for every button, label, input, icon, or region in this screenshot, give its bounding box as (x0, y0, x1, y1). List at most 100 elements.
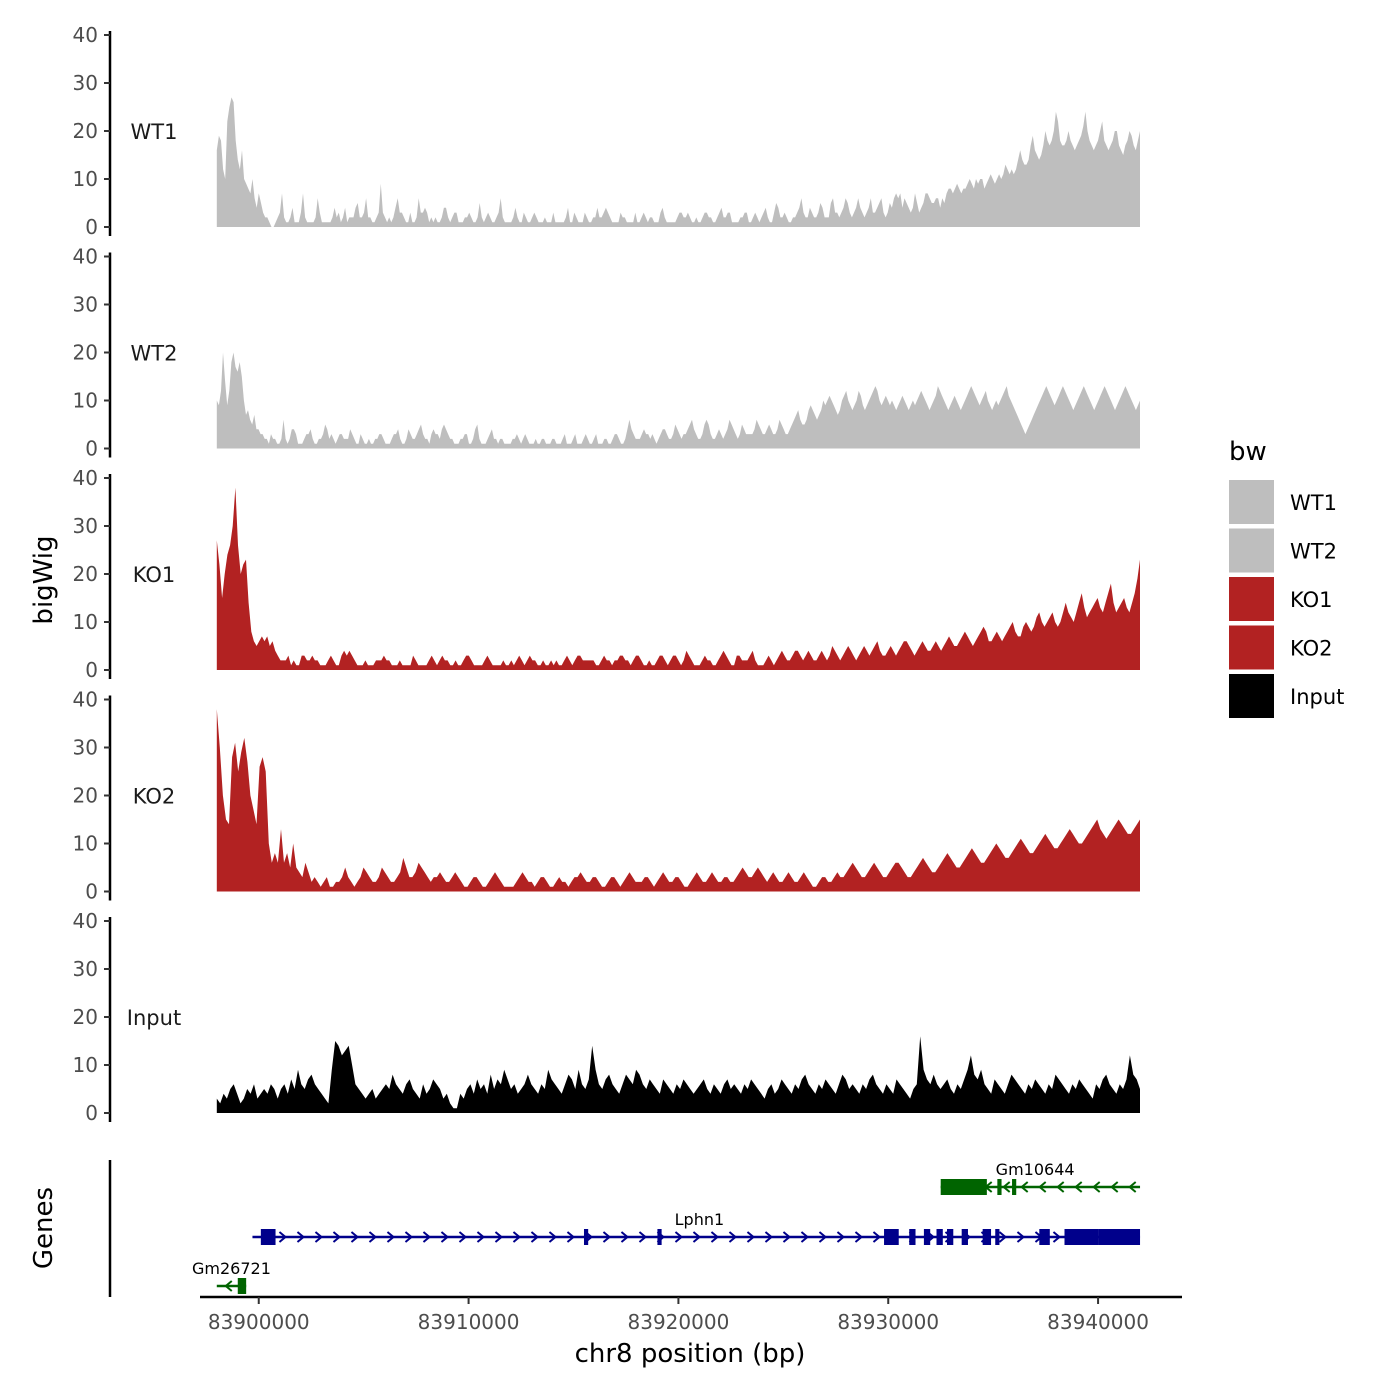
y-tick-label: 0 (85, 215, 98, 239)
strand-arrow (422, 1231, 432, 1243)
y-axis-title: bigWig (29, 535, 59, 624)
y-tick-label: 10 (73, 1053, 98, 1077)
exon (1039, 1229, 1050, 1245)
y-tick-label: 40 (73, 909, 98, 933)
exon (237, 1278, 247, 1294)
exon (940, 1179, 987, 1195)
strand-arrow (818, 1231, 828, 1243)
x-axis-title: chr8 position (bp) (575, 1339, 806, 1369)
strand-arrow (404, 1231, 414, 1243)
genes-panel: Gm10644 Lphn1 Gm26721 (108, 1160, 1141, 1297)
strand-arrow (386, 1231, 396, 1243)
strand-arrow (440, 1231, 450, 1243)
strand-arrow (224, 1280, 233, 1292)
strand-arrow (710, 1231, 720, 1243)
y-tick-label: 10 (73, 610, 98, 634)
exon (1098, 1229, 1141, 1245)
strand-arrow (782, 1231, 792, 1243)
y-tick-label: 0 (85, 880, 98, 904)
y-tick-label: 40 (73, 23, 98, 47)
track-ko1: 0 10 20 30 40 KO1 (73, 466, 1141, 682)
legend-swatch-input (1229, 674, 1274, 718)
strand-arrow (1016, 1231, 1026, 1243)
gene-gm10644: Gm10644 (940, 1160, 1141, 1195)
strand-arrow (1128, 1181, 1137, 1193)
strand-arrow (1074, 1181, 1083, 1193)
y-tick-label: 20 (73, 784, 98, 808)
exon (909, 1229, 916, 1245)
y-tick-label: 40 (73, 466, 98, 490)
track-label-input: Input (127, 1006, 181, 1030)
exon (260, 1229, 276, 1245)
strand-arrow (692, 1231, 702, 1243)
strand-arrow (1092, 1181, 1101, 1193)
exon (997, 1179, 1002, 1195)
track-label-wt2: WT2 (131, 342, 178, 366)
y-tick-label: 20 (73, 1005, 98, 1029)
x-tick-label: 83940000 (1047, 1310, 1149, 1334)
strand-arrow (872, 1231, 882, 1243)
legend-swatch-wt1 (1229, 480, 1274, 524)
strand-arrow (548, 1231, 558, 1243)
legend-swatch-ko2 (1229, 625, 1274, 670)
exon (961, 1229, 968, 1245)
strand-arrow (998, 1231, 1008, 1243)
legend-label-wt1: WT1 (1290, 491, 1337, 515)
exon (1012, 1179, 1017, 1195)
legend-swatch-wt2 (1229, 528, 1274, 573)
y-tick-label: 10 (73, 389, 98, 413)
legend-label-ko1: KO1 (1290, 588, 1333, 612)
legend-label-wt2: WT2 (1290, 540, 1337, 564)
exon (657, 1229, 662, 1245)
strand-arrow (602, 1231, 612, 1243)
y-tick-label: 30 (73, 293, 98, 317)
area-wt2 (216, 352, 1141, 449)
strand-arrow (764, 1231, 774, 1243)
y-tick-label: 30 (73, 71, 98, 95)
y-tick-label: 30 (73, 514, 98, 538)
strand-arrow (1052, 1231, 1062, 1243)
strand-arrow (746, 1231, 756, 1243)
strand-arrow (638, 1231, 648, 1243)
x-tick-label: 83930000 (837, 1310, 939, 1334)
y-tick-label: 20 (73, 341, 98, 365)
x-tick-label: 83900000 (208, 1310, 310, 1334)
gene-lphn1: Lphn1 (252, 1210, 1141, 1245)
gene-label: Gm10644 (996, 1160, 1075, 1179)
strand-arrow (494, 1231, 504, 1243)
legend-label-input: Input (1290, 685, 1344, 709)
exon (583, 1229, 589, 1245)
strand-arrow (530, 1231, 540, 1243)
strand-arrow (278, 1231, 288, 1243)
track-input: 0 10 20 30 40 Input (73, 909, 1141, 1125)
track-ko2: 0 10 20 30 40 KO2 (73, 688, 1141, 904)
x-tick-label: 83910000 (418, 1310, 520, 1334)
gene-label: Gm26721 (192, 1259, 271, 1278)
area-ko2 (216, 709, 1141, 892)
y-tick-label: 0 (85, 1101, 98, 1125)
legend-swatch-ko1 (1229, 577, 1274, 621)
y-tick-label: 20 (73, 562, 98, 586)
strand-arrow (1038, 1181, 1047, 1193)
exon (936, 1229, 943, 1245)
strand-arrow (1056, 1181, 1065, 1193)
y-tick-label: 10 (73, 167, 98, 191)
strand-arrow (350, 1231, 360, 1243)
strand-arrow (728, 1231, 738, 1243)
track-label-wt1: WT1 (131, 120, 178, 144)
legend-label-ko2: KO2 (1290, 637, 1333, 661)
y-tick-label: 30 (73, 957, 98, 981)
x-tick-label: 83920000 (628, 1310, 730, 1334)
strand-arrow (296, 1231, 306, 1243)
strand-arrow (836, 1231, 846, 1243)
area-input (216, 1036, 1141, 1113)
strand-arrow (314, 1231, 324, 1243)
exon (982, 1229, 992, 1245)
strand-arrow (368, 1231, 378, 1243)
strand-arrow (674, 1231, 684, 1243)
strand-arrow (1020, 1181, 1029, 1193)
strand-arrow (1002, 1181, 1011, 1193)
y-tick-label: 40 (73, 245, 98, 269)
legend: bw WT1 WT2 KO1 KO2 Input (1229, 437, 1344, 718)
